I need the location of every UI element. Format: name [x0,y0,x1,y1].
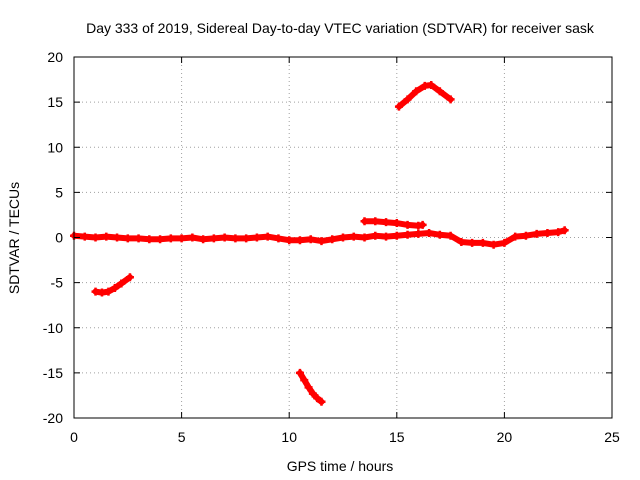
y-tick-label: -15 [43,365,63,381]
series-lower-segment-1-2.6h [91,273,134,297]
data-point [403,220,412,229]
data-point [382,218,391,227]
data-point [554,228,563,237]
axis-ticks: 0 5 10 15 20 25 -20 -15 -10 -5 0 5 10 15 20 [43,49,620,445]
data-point [328,235,337,244]
data-point [457,238,466,247]
data-point [371,217,380,226]
data-point [102,232,111,241]
data-point [117,279,126,288]
data-point [308,389,317,398]
data-point [104,287,113,296]
x-tick-label: 10 [281,429,297,445]
data-point [500,238,509,247]
data-point [274,234,283,243]
data-point [468,238,477,247]
y-axis-title: SDTVAR / TECUs [6,182,22,294]
data-point [360,217,369,226]
data-point [446,95,455,104]
data-point [304,383,313,392]
series-main-band [70,226,569,249]
series-upper-segment-13-16h [360,217,427,230]
y-tick-label: 20 [47,49,63,65]
data-point [317,397,326,406]
data-point [313,394,322,403]
data-point [427,80,436,89]
data-point [489,240,498,249]
data-point [134,234,143,243]
data-point [478,238,487,247]
data-point [360,233,369,242]
data-point [446,231,455,240]
x-tick-label: 5 [178,429,186,445]
data-point [394,102,403,111]
data-point [306,235,315,244]
data-point [414,229,423,238]
data-point [339,233,347,242]
data-point [80,232,89,241]
data-point [231,234,240,243]
data-point [125,273,134,282]
y-tick-label: 0 [55,230,63,246]
y-tick-label: 10 [47,139,63,155]
data-point [285,236,294,245]
series-arc-segment-15-17.5h [394,80,455,111]
x-tick-label: 20 [497,429,513,445]
data-point [560,226,569,235]
data-point [166,234,175,243]
data-point [220,233,229,242]
y-tick-label: 15 [47,94,63,110]
data-point [412,87,421,96]
data-point [91,233,100,242]
data-point [113,233,122,242]
data-point [521,231,530,240]
data-point [295,236,304,245]
data-point [403,95,412,104]
data-marks [70,80,569,406]
x-tick-label: 0 [70,429,78,445]
data-point [371,231,380,240]
data-point [177,234,186,243]
y-tick-label: -10 [43,320,63,336]
x-tick-label: 25 [604,429,620,445]
data-point [263,232,272,241]
data-point [188,233,197,242]
data-point [300,376,309,385]
data-point [242,234,251,243]
data-point [435,87,444,96]
data-point [295,368,304,377]
data-point [511,232,520,241]
data-point [209,234,218,243]
data-point [543,228,552,237]
data-point [392,231,401,240]
data-point [145,235,154,244]
chart-title: Day 333 of 2019, Sidereal Day-to-day VTE… [86,20,595,36]
data-point [403,230,412,239]
x-axis-title: GPS time / hours [287,458,394,474]
data-point [199,235,208,244]
data-point [110,284,119,293]
data-point [156,235,165,244]
y-tick-label: -5 [51,275,64,291]
y-tick-label: 5 [55,184,63,200]
data-point [252,233,261,242]
data-point [418,220,427,229]
data-point [349,232,358,241]
data-point [392,219,401,228]
data-point [425,228,434,237]
x-tick-label: 15 [389,429,405,445]
data-point [382,232,391,241]
data-point [435,230,444,239]
series-falling-segment-10.5-11.5h [295,368,326,406]
data-point [317,237,326,246]
data-point [123,234,132,243]
y-tick-label: -20 [43,410,63,426]
data-point [532,229,541,238]
